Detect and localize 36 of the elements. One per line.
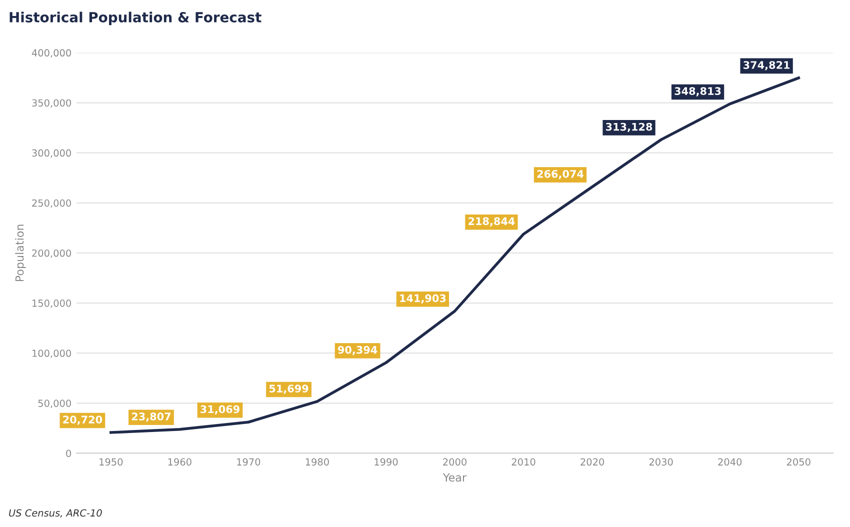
data-label: 51,699 [269, 384, 308, 394]
x-tick-label: 2040 [718, 458, 742, 466]
data-label: 313,128 [606, 122, 652, 132]
data-label: 23,807 [132, 412, 170, 422]
data-label: 218,844 [468, 217, 515, 226]
x-tick-label: 1980 [306, 458, 329, 466]
data-label: 20,720 [63, 416, 102, 425]
x-tick-label: 1960 [168, 458, 192, 466]
x-tick-label: 1950 [100, 458, 123, 466]
y-axis-title: Population [15, 224, 26, 282]
y-tick-label: 50,000 [38, 400, 71, 408]
data-label: 31,069 [200, 405, 240, 414]
y-tick-label: 150,000 [32, 300, 71, 308]
y-tick-label: 0 [66, 450, 71, 458]
x-tick-label: 2000 [443, 458, 466, 466]
x-tick-label: 2030 [649, 458, 673, 466]
x-tick-label: 1970 [237, 458, 260, 466]
data-label: 90,394 [338, 346, 378, 356]
x-tick-label: 2010 [512, 458, 536, 466]
y-tick-label: 100,000 [32, 350, 71, 358]
data-label: 374,821 [744, 61, 790, 70]
data-label: 141,903 [400, 294, 446, 304]
y-tick-label: 200,000 [32, 249, 71, 258]
x-tick-label: 1990 [374, 458, 398, 466]
data-label: 266,074 [537, 170, 584, 180]
data-label: 348,813 [674, 87, 721, 96]
x-tick-label: 2020 [580, 458, 604, 466]
line-series [109, 76, 800, 434]
y-tick-label: 300,000 [32, 149, 71, 158]
x-axis-title: Year [442, 473, 467, 482]
x-tick-label: 2050 [786, 458, 810, 466]
chart-title: Historical Population & Forecast [10, 12, 262, 26]
y-tick-label: 400,000 [32, 49, 71, 58]
y-tick-label: 350,000 [32, 99, 71, 108]
text: US Census, ARC-10 [9, 509, 102, 518]
y-tick-label: 250,000 [32, 199, 71, 208]
